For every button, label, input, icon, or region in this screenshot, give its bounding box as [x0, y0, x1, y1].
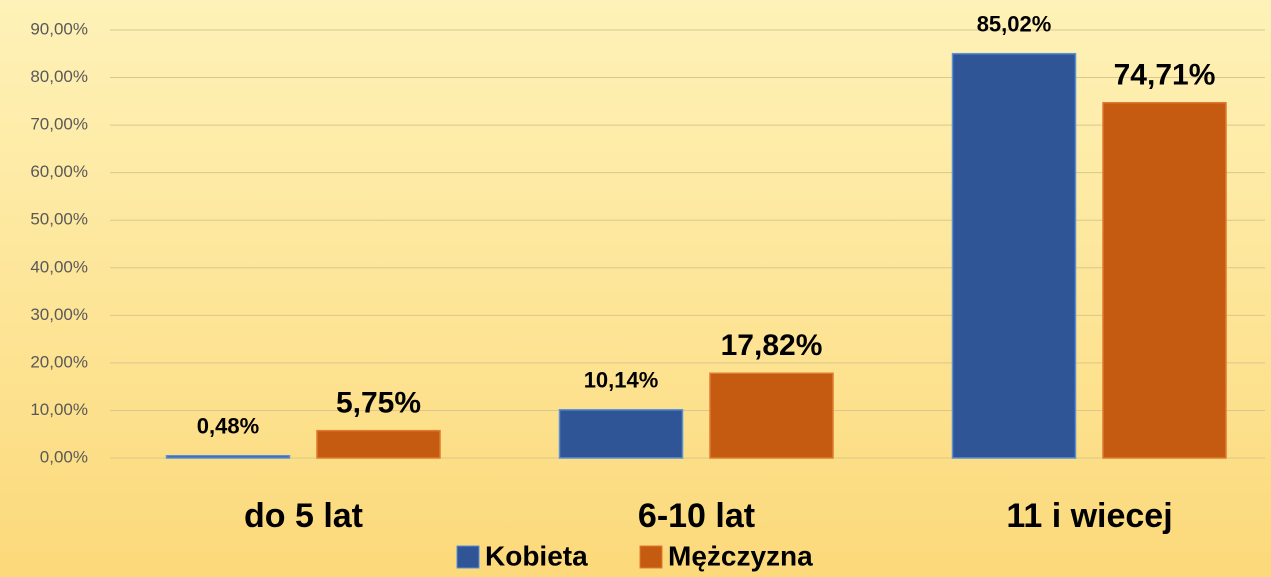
y-tick-label: 90,00%: [30, 19, 88, 38]
x-tick-label: 6-10 lat: [638, 497, 755, 535]
legend-label: Mężczyzna: [668, 540, 813, 571]
bar: [558, 409, 684, 459]
y-tick-label: 70,00%: [30, 115, 88, 134]
data-label: 17,82%: [721, 329, 823, 362]
y-tick-label: 0,00%: [40, 447, 88, 466]
bar: [709, 372, 834, 459]
bar: [165, 454, 291, 459]
x-tick-label: do 5 lat: [244, 497, 363, 535]
data-label: 5,75%: [336, 387, 421, 420]
legend-swatch: [456, 545, 480, 569]
data-label: 85,02%: [977, 11, 1052, 36]
y-tick-label: 10,00%: [30, 400, 88, 419]
y-tick-label: 50,00%: [30, 210, 88, 229]
bar: [316, 429, 441, 459]
data-label: 10,14%: [584, 368, 659, 393]
bar: [1102, 101, 1227, 459]
y-tick-label: 40,00%: [30, 257, 88, 276]
data-label: 0,48%: [197, 414, 259, 439]
y-tick-label: 20,00%: [30, 352, 88, 371]
x-tick-label: 11 i wiecej: [1006, 497, 1172, 535]
y-tick-label: 80,00%: [30, 67, 88, 86]
data-label: 74,71%: [1114, 59, 1216, 92]
bar: [951, 52, 1077, 459]
legend-label: Kobieta: [485, 540, 588, 571]
legend-swatch: [639, 545, 663, 569]
y-tick-label: 60,00%: [30, 162, 88, 181]
y-tick-label: 30,00%: [30, 305, 88, 324]
